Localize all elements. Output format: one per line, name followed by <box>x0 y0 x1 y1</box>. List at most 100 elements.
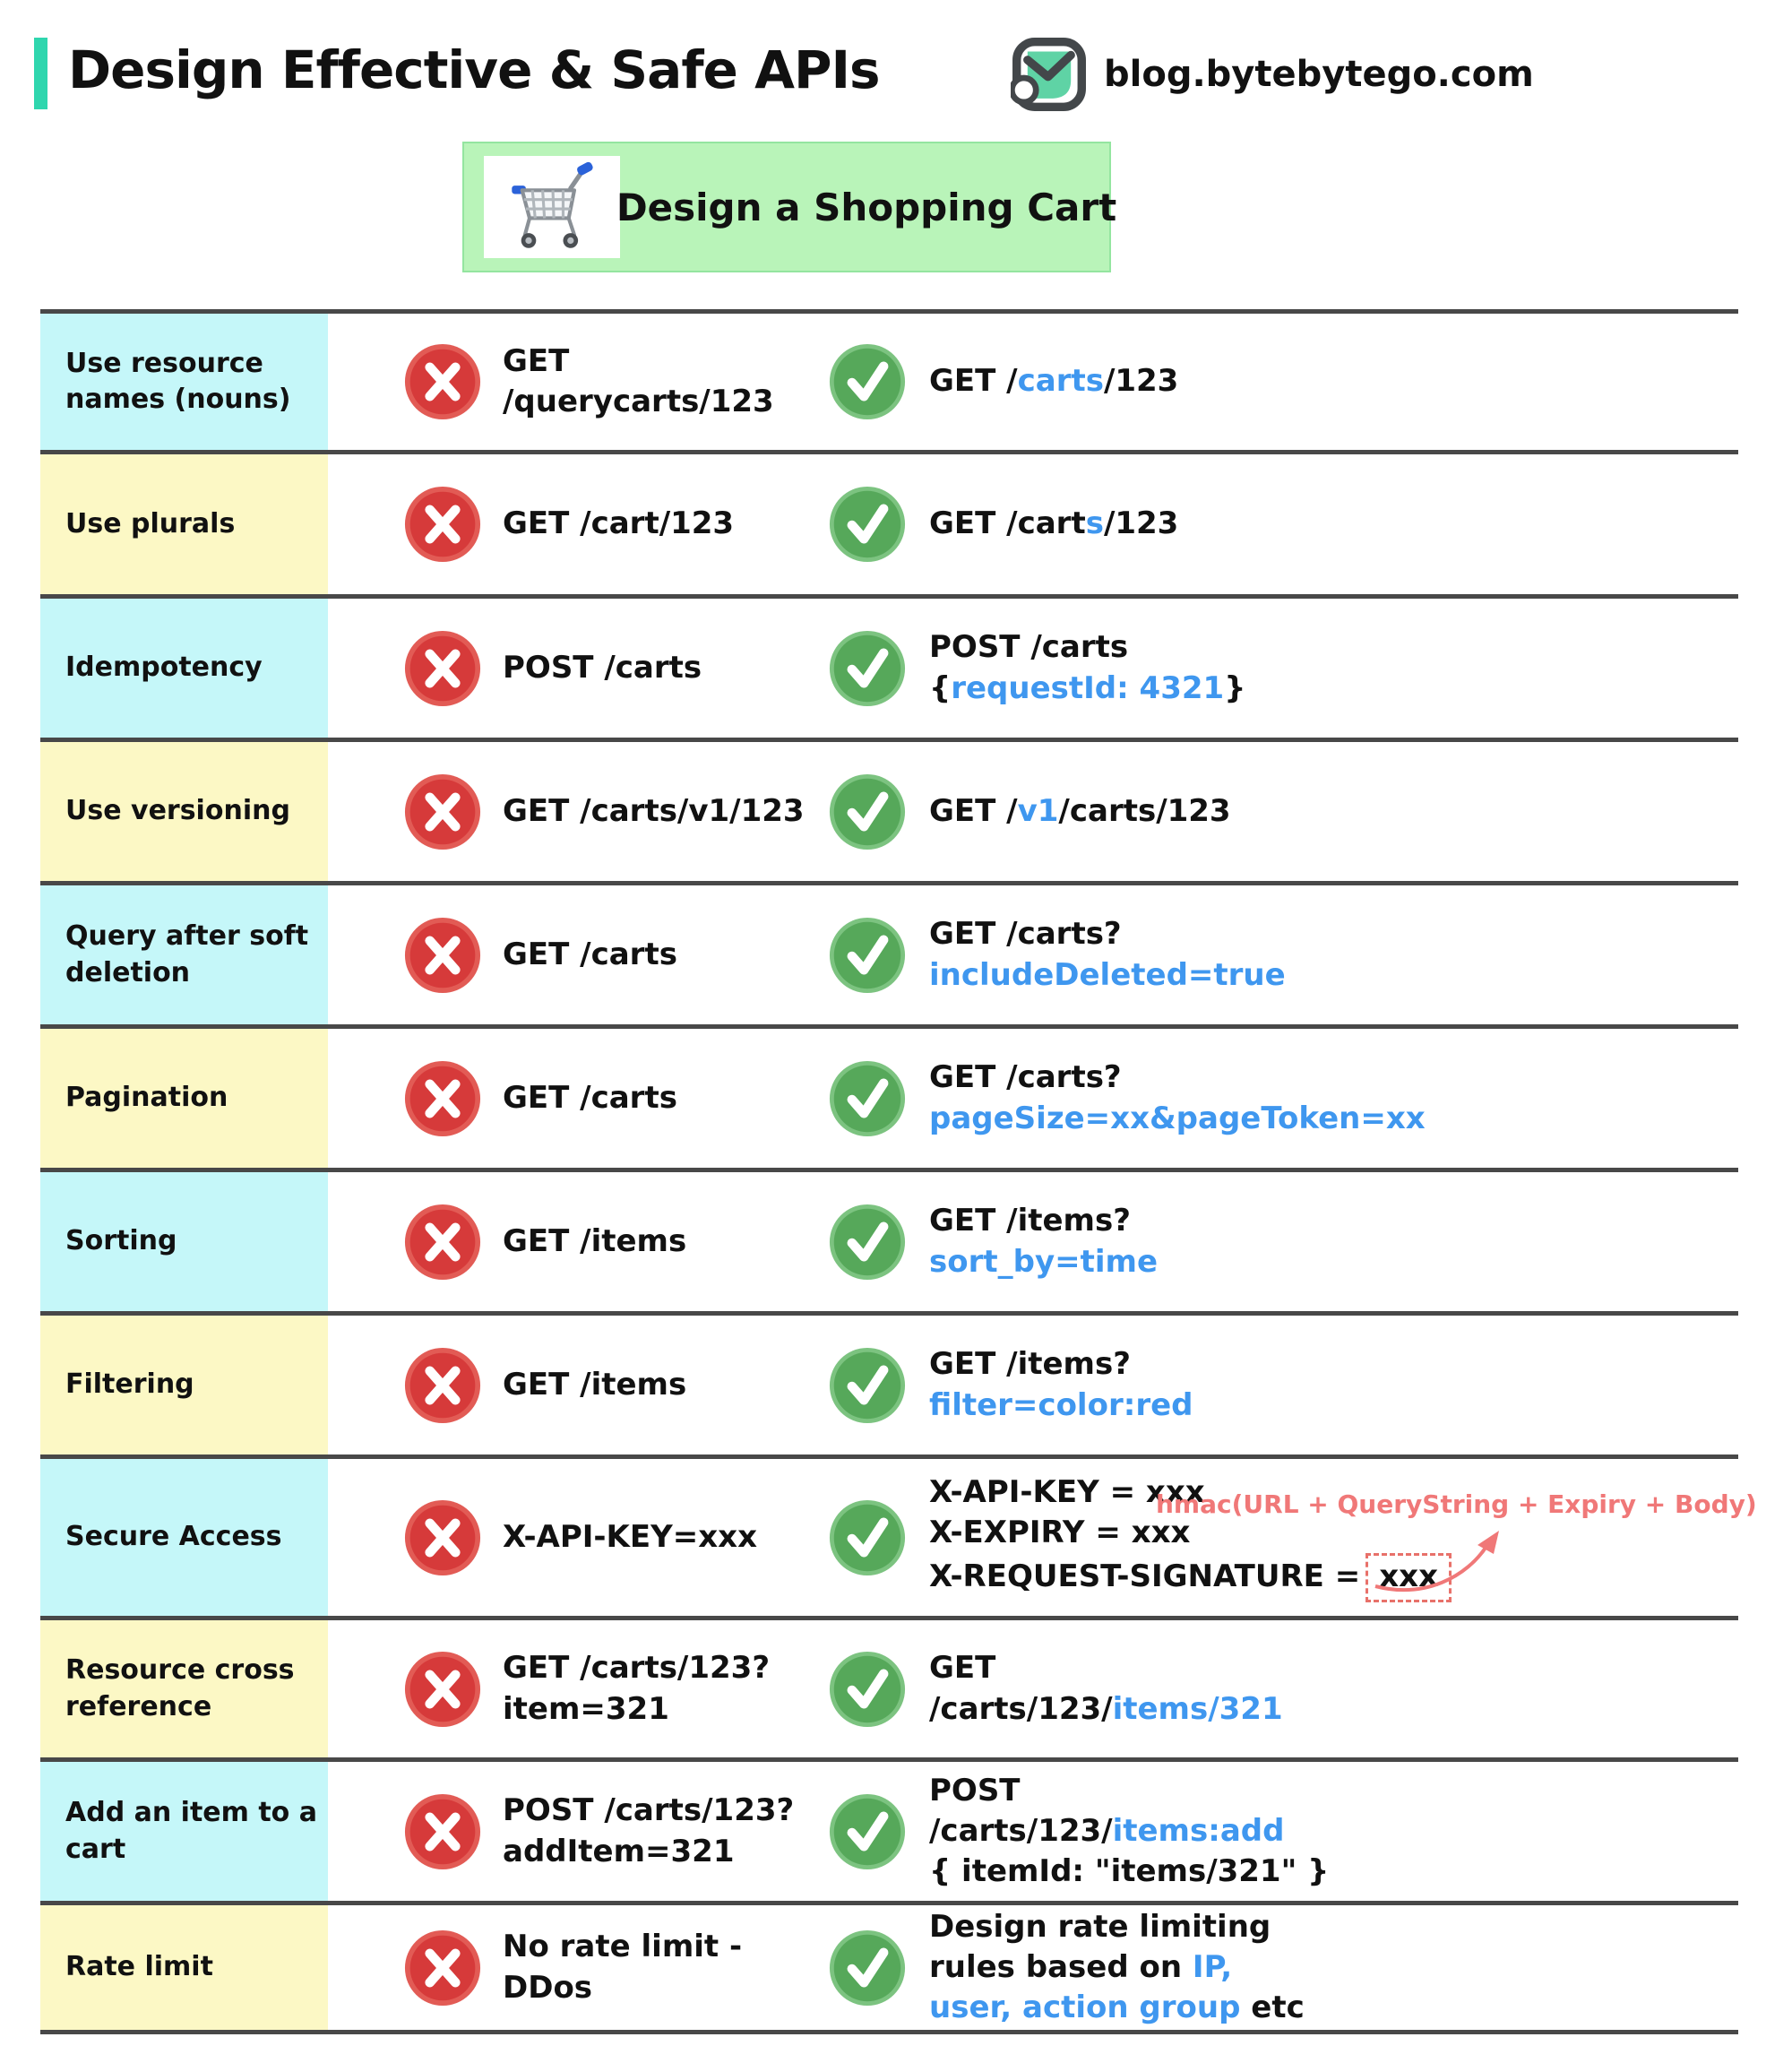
text-segment: GET /cart <box>929 505 1086 542</box>
cross-icon <box>404 917 481 994</box>
accent-bar <box>34 38 47 109</box>
good-example: GET /carts/123 <box>829 454 1738 594</box>
text-line: GET /cart/123 <box>503 504 734 544</box>
text-segment: GET /carts? <box>929 916 1122 953</box>
row-label: Use versioning <box>40 742 328 881</box>
row-label: Add an item to a cart <box>40 1762 328 1901</box>
text-segment: { <box>929 669 952 706</box>
text-line: X-EXPIRY = xxx <box>929 1513 1452 1553</box>
cross-icon <box>404 1347 481 1424</box>
text-segment: X-API-KEY = xxx <box>929 1473 1205 1510</box>
bad-example: GET /carts <box>404 1029 829 1168</box>
rules-table: Use resource names (nouns) GET /querycar… <box>40 309 1757 2034</box>
cross-icon <box>404 630 481 707</box>
good-example: X-API-KEY = xxx X-EXPIRY = xxx X-REQUEST-S… <box>829 1459 1738 1616</box>
good-example-text: GET /carts/123 <box>929 504 1178 544</box>
text-segment: GET /items? <box>929 1346 1131 1383</box>
row-label: Use resource names (nouns) <box>40 314 328 450</box>
bad-example: GET /carts/v1/123 <box>404 742 829 881</box>
good-example-text: GET/carts/123/items/321 <box>929 1648 1283 1729</box>
table-row: Query after soft deletion GET /carts GET… <box>40 885 1738 1029</box>
text-line: GET /carts/123 <box>929 361 1178 401</box>
check-icon <box>829 1651 906 1728</box>
text-line: rules based on IP, <box>929 1947 1305 1988</box>
good-example: GET/carts/123/items/321 <box>829 1620 1738 1757</box>
text-segment: GET <box>929 1650 996 1687</box>
bytebytego-logo-icon <box>1008 36 1088 113</box>
text-segment: user, action group <box>929 1990 1241 2026</box>
text-segment: POST /carts <box>503 649 702 686</box>
good-example-text: GET /v1/carts/123 <box>929 791 1231 832</box>
text-segment: item=321 <box>503 1690 669 1727</box>
bad-example: GET /carts <box>404 885 829 1024</box>
text-segment: GET / <box>929 792 1018 829</box>
cross-icon <box>404 1499 481 1576</box>
good-example: GET /items? sort_by=time <box>829 1172 1738 1311</box>
table-row: Use plurals GET /cart/123 GET /carts/123 <box>40 454 1738 599</box>
row-label: Filtering <box>40 1316 328 1454</box>
text-segment: carts <box>1017 363 1104 400</box>
text-line: GET /carts <box>503 935 677 975</box>
bad-example-text: POST /carts/123? addItem=321 <box>503 1791 794 1871</box>
check-icon <box>829 1929 906 2007</box>
check-icon <box>829 773 906 850</box>
good-example: GET /carts? pageSize=xx&pageToken=xx <box>829 1029 1738 1168</box>
good-example: POST/carts/123/items:add{ itemId: "items… <box>829 1762 1738 1901</box>
text-line: GET <box>929 1648 1283 1688</box>
bad-example-text: X-API-KEY=xxx <box>503 1517 757 1558</box>
text-line: {requestId: 4321} <box>929 669 1245 709</box>
text-segment: /123 <box>1103 363 1179 400</box>
cross-icon <box>404 343 481 420</box>
text-line: GET /carts? <box>929 1057 1426 1098</box>
text-segment: GET /carts <box>503 1079 677 1116</box>
row-label: Sorting <box>40 1172 328 1311</box>
good-example-text: Design rate limiting rules based on IP, us… <box>929 1907 1305 2029</box>
bad-example: GET /items <box>404 1316 829 1454</box>
bad-example-text: GET /carts <box>503 935 677 975</box>
row-label: Query after soft deletion <box>40 885 328 1024</box>
text-line: GET /items? <box>929 1201 1158 1241</box>
text-segment: addItem=321 <box>503 1833 735 1869</box>
row-label: Idempotency <box>40 599 328 738</box>
text-segment: GET / <box>929 363 1018 400</box>
good-example-text: POST /carts {requestId: 4321} <box>929 627 1245 708</box>
text-segment: s <box>1085 505 1104 542</box>
row-label: Resource cross reference <box>40 1620 328 1757</box>
text-line: GET /carts/123 <box>929 504 1178 544</box>
text-line: GET /v1/carts/123 <box>929 791 1231 832</box>
table-row: Secure Access X-API-KEY=xxx X-API-KEY = … <box>40 1459 1757 1620</box>
text-line: GET /carts <box>503 1078 677 1118</box>
check-icon <box>829 343 906 420</box>
text-line: GET /items <box>503 1365 686 1405</box>
text-line: GET /carts/v1/123 <box>503 791 805 832</box>
text-line: sort_by=time <box>929 1242 1158 1282</box>
good-example-text: POST/carts/123/items:add{ itemId: "items… <box>929 1771 1329 1893</box>
text-line: /carts/123/items/321 <box>929 1689 1283 1730</box>
text-segment: POST /carts/123? <box>503 1792 795 1829</box>
check-icon <box>829 1347 906 1424</box>
text-segment: No rate limit - <box>503 1929 743 1965</box>
bad-example: POST /carts <box>404 599 829 738</box>
text-line: GET /items <box>503 1221 686 1262</box>
check-icon <box>829 1499 906 1576</box>
text-line: GET /querycarts/123 <box>503 341 829 422</box>
good-example: GET /carts/123 <box>829 314 1738 450</box>
text-line: GET /carts/123? <box>503 1648 770 1688</box>
text-line: No rate limit - DDos <box>503 1927 829 2007</box>
cross-icon <box>404 1204 481 1281</box>
text-segment: POST <box>929 1772 1021 1808</box>
good-example: Design rate limiting rules based on IP, us… <box>829 1905 1738 2030</box>
check-icon <box>829 630 906 707</box>
text-segment: { itemId: "items/321" } <box>929 1853 1330 1890</box>
text-line: includeDeleted=true <box>929 955 1286 996</box>
text-segment: /123 <box>1103 505 1179 542</box>
text-segment: v1 <box>1017 792 1059 829</box>
text-line: addItem=321 <box>503 1832 794 1872</box>
bad-example: No rate limit - DDos <box>404 1905 829 2030</box>
bad-example-text: GET /carts/123? item=321 <box>503 1648 770 1729</box>
table-row: Rate limit No rate limit - DDos Design ra… <box>40 1905 1738 2034</box>
check-icon <box>829 486 906 563</box>
text-segment: } <box>1224 669 1246 706</box>
text-line: POST <box>929 1771 1329 1811</box>
